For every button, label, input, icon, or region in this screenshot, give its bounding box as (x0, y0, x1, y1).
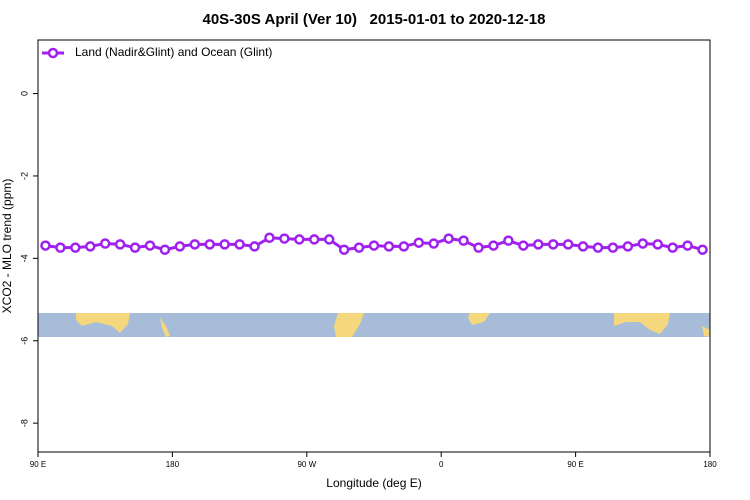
point (234, 239, 245, 250)
point (144, 240, 156, 251)
point (518, 240, 529, 251)
point (652, 239, 663, 250)
point (70, 242, 81, 253)
legend-marker (47, 47, 59, 59)
x-axis-label: Longitude (deg E) (326, 476, 421, 490)
point (503, 235, 514, 246)
y-axis-label: XCO2 - MLO trend (ppm) (0, 179, 14, 314)
point (279, 233, 290, 244)
chart-title: 40S-30S April (Ver 10) 2015-01-01 to 202… (203, 11, 546, 28)
x-tick-label: 0 (439, 460, 444, 469)
legend-label: Land (Nadir&Glint) and Ocean (Glint) (75, 45, 272, 59)
point (174, 241, 186, 252)
x-tick-label: 180 (166, 460, 180, 469)
point (428, 238, 439, 249)
point (40, 240, 51, 251)
point (458, 235, 469, 246)
point (697, 244, 708, 255)
point (264, 232, 275, 244)
point (488, 240, 499, 251)
point (607, 242, 619, 253)
point (443, 233, 454, 244)
x-tick-label: 180 (703, 460, 717, 469)
point (55, 242, 66, 253)
point (129, 242, 141, 253)
point (249, 241, 260, 252)
x-tick-label: 90 E (567, 460, 583, 469)
point (577, 241, 589, 252)
point (159, 244, 171, 255)
point (383, 241, 395, 252)
point (323, 234, 335, 245)
point (667, 242, 678, 253)
point (682, 240, 693, 251)
y-tick-label: -6 (19, 337, 29, 345)
point (533, 239, 544, 250)
point (622, 241, 634, 252)
point (204, 239, 215, 250)
point (189, 239, 201, 250)
point (368, 240, 380, 251)
plot-frame (37, 39, 711, 453)
point (592, 242, 604, 253)
y-tick-label: -8 (19, 419, 29, 427)
point (562, 239, 574, 250)
x-tick-label: 90 W (297, 460, 316, 469)
point (114, 239, 126, 250)
point (99, 238, 111, 249)
point (547, 239, 559, 250)
point (338, 244, 350, 255)
point (413, 237, 425, 248)
point (85, 241, 96, 252)
point (637, 238, 649, 249)
x-tick-label: 90 E (30, 460, 46, 469)
y-tick-label: -2 (19, 172, 29, 180)
point (398, 241, 410, 252)
y-tick-label: 0 (19, 91, 29, 96)
point (219, 239, 230, 250)
point (473, 242, 484, 253)
point (353, 242, 365, 253)
point (294, 234, 305, 245)
y-tick-label: -4 (19, 254, 29, 262)
map-strip (38, 313, 710, 337)
point (309, 234, 320, 245)
